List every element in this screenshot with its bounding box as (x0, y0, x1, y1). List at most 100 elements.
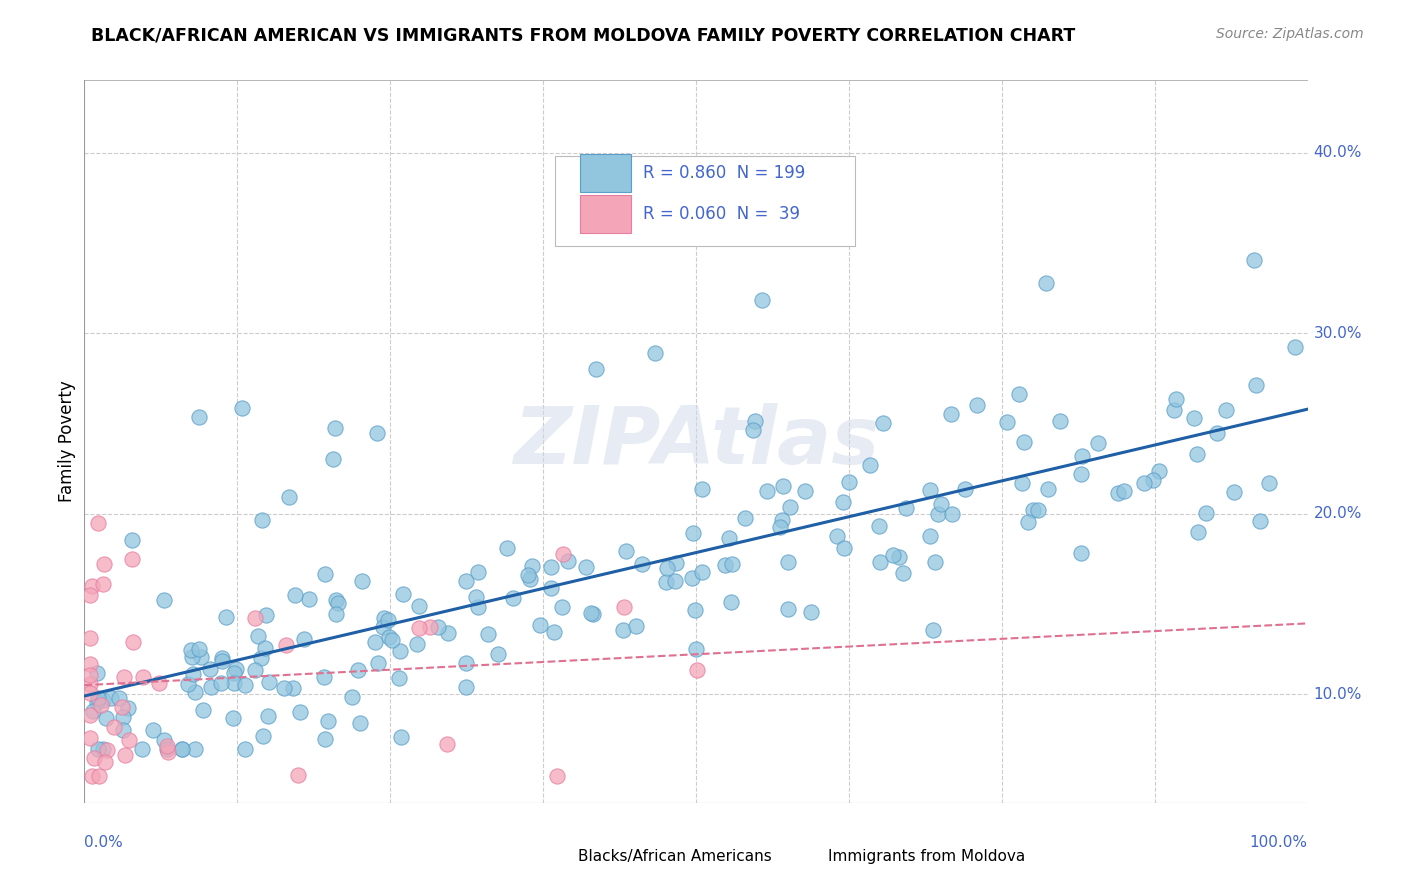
Point (298, 591, 321, 606)
Point (198, 662, 221, 676)
Point (222, 711, 245, 725)
Point (325, 592, 347, 607)
Point (273, 681, 295, 696)
Point (770, 513, 793, 527)
Point (419, 620, 441, 634)
Point (520, 558, 543, 573)
Point (170, 741, 193, 756)
Text: Source: ZipAtlas.com: Source: ZipAtlas.com (1216, 27, 1364, 41)
Point (720, 595, 742, 609)
Point (406, 637, 429, 651)
Point (454, 656, 477, 670)
Point (94, 711, 117, 725)
Point (1249, 514, 1271, 528)
Point (1035, 276, 1057, 290)
Point (920, 483, 942, 498)
Point (891, 566, 914, 581)
Point (464, 590, 486, 604)
Point (190, 650, 212, 665)
Point (882, 548, 904, 562)
Point (546, 769, 568, 783)
Point (183, 685, 205, 699)
Point (314, 567, 336, 582)
Point (187, 409, 209, 424)
Point (366, 426, 388, 441)
Point (519, 573, 541, 587)
Point (114, 670, 136, 684)
Point (690, 483, 713, 497)
Point (624, 619, 647, 633)
Point (859, 458, 882, 472)
Point (1147, 464, 1170, 478)
Point (79, 657, 101, 671)
Point (1195, 506, 1218, 520)
Point (686, 663, 709, 677)
Point (91, 577, 114, 591)
Point (181, 666, 204, 681)
Point (1182, 411, 1205, 425)
Point (87, 516, 110, 530)
FancyBboxPatch shape (579, 153, 631, 193)
Point (1258, 475, 1281, 490)
Point (585, 362, 607, 376)
Point (831, 495, 853, 509)
Point (756, 483, 779, 498)
Point (278, 490, 301, 504)
Point (714, 558, 737, 572)
Point (744, 414, 766, 428)
Point (91, 741, 114, 756)
Point (322, 452, 344, 467)
Point (574, 560, 596, 574)
Point (922, 623, 945, 637)
Point (690, 565, 713, 579)
Point (1036, 482, 1059, 496)
Point (540, 560, 562, 574)
Point (1215, 403, 1237, 417)
Point (378, 631, 401, 645)
Point (252, 730, 274, 744)
Point (734, 511, 756, 525)
Point (540, 581, 562, 595)
Point (323, 421, 346, 435)
Point (1070, 449, 1092, 463)
Point (215, 609, 238, 624)
Point (579, 607, 602, 621)
Point (1112, 483, 1135, 498)
Point (721, 557, 744, 571)
Point (224, 676, 246, 690)
Point (408, 599, 430, 613)
Point (941, 407, 963, 421)
Point (1243, 252, 1265, 267)
Point (408, 621, 430, 635)
Point (243, 611, 266, 625)
Point (1246, 377, 1268, 392)
Text: 20.0%: 20.0% (1313, 507, 1362, 521)
Text: ZIPAtlas: ZIPAtlas (513, 402, 879, 481)
Text: 40.0%: 40.0% (1313, 145, 1362, 160)
Point (211, 651, 233, 665)
Point (79, 631, 101, 645)
Point (1070, 546, 1092, 560)
Point (1133, 476, 1156, 491)
Point (1008, 387, 1031, 401)
Point (121, 533, 143, 548)
Point (91, 693, 114, 707)
Point (246, 629, 269, 643)
Point (79, 676, 101, 690)
Text: R = 0.060  N =  39: R = 0.060 N = 39 (644, 205, 800, 223)
Point (132, 670, 155, 684)
Point (233, 678, 256, 692)
Point (889, 549, 911, 564)
Point (502, 591, 524, 606)
Point (1166, 392, 1188, 406)
Point (93, 557, 115, 571)
Point (772, 479, 794, 493)
Point (177, 676, 200, 690)
Point (392, 587, 415, 601)
Point (467, 565, 489, 579)
Point (118, 733, 141, 747)
Point (114, 747, 136, 762)
Point (557, 554, 579, 568)
Point (966, 398, 988, 412)
Point (655, 561, 678, 575)
